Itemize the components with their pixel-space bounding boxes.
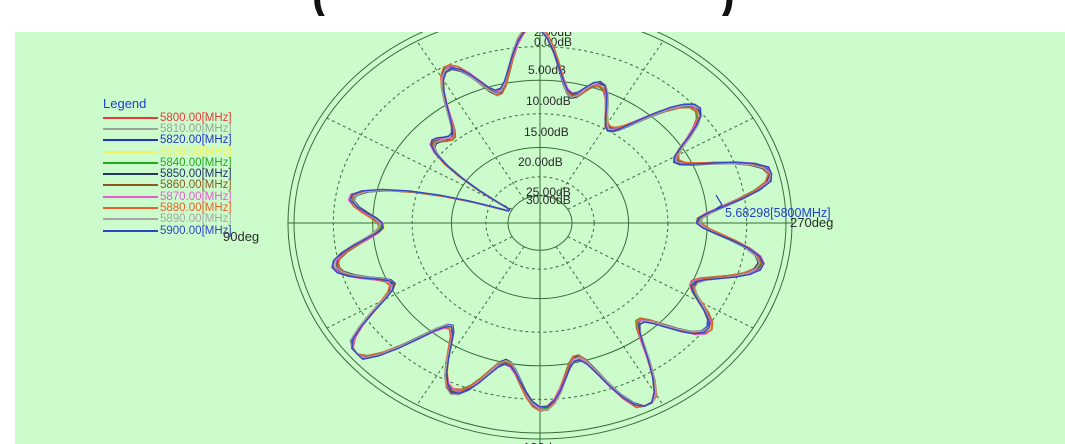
svg-text:): ) bbox=[720, 0, 735, 16]
radial-label-2: 5.00dB bbox=[528, 63, 566, 77]
marker-label: 5.68298[5800MHz] bbox=[725, 206, 831, 220]
series-line-5 bbox=[336, 32, 770, 412]
chart-panel: 0.00dB 2.00dB 5.00dB 10.00dB 15.00dB 20.00dB 2… bbox=[15, 32, 1065, 444]
radial-label-7: 30.00dB bbox=[526, 193, 571, 207]
legend-swatch bbox=[103, 195, 158, 198]
legend-swatch bbox=[103, 139, 158, 142]
legend-entry: 5800.00[MHz] bbox=[103, 111, 232, 124]
legend-entry: 5820.00[MHz] bbox=[103, 134, 232, 147]
legend-swatch bbox=[103, 161, 158, 164]
legend-label: 5810.00[MHz] bbox=[160, 122, 232, 135]
legend-swatch bbox=[103, 127, 158, 130]
top-title-cutoff: ( ) bbox=[0, 0, 1065, 20]
radial-label-4: 15.00dB bbox=[524, 125, 569, 139]
legend-swatch bbox=[103, 173, 158, 176]
angle-label-180: 180deg bbox=[523, 440, 566, 444]
legend-swatch bbox=[103, 207, 158, 210]
legend-label: 5870.00[MHz] bbox=[160, 190, 232, 203]
legend-label: 5830.00[MHz] bbox=[160, 145, 232, 158]
legend-rows: 5800.00[MHz] 5810.00[MHz] 5820.00[MHz] 5830… bbox=[103, 111, 232, 237]
legend-swatch bbox=[103, 150, 158, 153]
series-line-2 bbox=[333, 32, 773, 409]
legend-entry: 5900.00[MHz] bbox=[103, 224, 232, 237]
angle-label-90: 90deg bbox=[223, 229, 259, 244]
grid-spoke-210 bbox=[326, 117, 513, 210]
legend-label: 5800.00[MHz] bbox=[160, 111, 232, 124]
series-line-8 bbox=[337, 32, 770, 413]
legend-label: 5900.00[MHz] bbox=[160, 224, 232, 237]
series-line-3 bbox=[332, 32, 773, 407]
series-line-7 bbox=[333, 32, 773, 409]
grid-spoke-300 bbox=[555, 40, 664, 200]
legend-entry: 5840.00[MHz] bbox=[103, 156, 232, 169]
series-line-10 bbox=[331, 32, 773, 408]
legend-entry: 5880.00[MHz] bbox=[103, 202, 232, 215]
legend-entry: 5870.00[MHz] bbox=[103, 190, 232, 203]
radial-label-5: 20.00dB bbox=[518, 155, 563, 169]
grid-spoke-240 bbox=[416, 40, 525, 200]
series-line-0 bbox=[336, 32, 771, 410]
legend-label: 5880.00[MHz] bbox=[160, 202, 232, 215]
grid-spoke-330 bbox=[567, 117, 754, 210]
legend: Legend 5800.00[MHz] 5810.00[MHz] 5820.00[M… bbox=[103, 96, 232, 237]
legend-swatch bbox=[103, 116, 158, 119]
legend-label: 5840.00[MHz] bbox=[160, 156, 232, 169]
radial-label-0: 0.00dB bbox=[534, 35, 572, 49]
radial-label-3: 10.00dB bbox=[526, 94, 571, 108]
series-line-6 bbox=[331, 32, 773, 408]
grid-spoke-150 bbox=[326, 236, 513, 329]
grid-spoke-60 bbox=[555, 246, 664, 406]
legend-label: 5820.00[MHz] bbox=[160, 134, 232, 147]
legend-entry: 5830.00[MHz] bbox=[103, 145, 232, 158]
legend-label: 5890.00[MHz] bbox=[160, 213, 232, 226]
marker-pointer bbox=[715, 194, 723, 210]
series-line-4 bbox=[336, 32, 770, 411]
legend-title: Legend bbox=[103, 96, 147, 111]
radial-label-1: 2.00dB bbox=[534, 32, 572, 39]
legend-entry: 5810.00[MHz] bbox=[103, 122, 232, 135]
angle-label-270: 270deg bbox=[790, 215, 833, 230]
legend-label: 5850.00[MHz] bbox=[160, 168, 232, 181]
svg-text:(: ( bbox=[312, 0, 327, 16]
radial-label-6: 25.00dB bbox=[526, 185, 571, 199]
grid-spoke-30 bbox=[567, 236, 754, 329]
legend-swatch bbox=[103, 184, 158, 187]
legend-swatch bbox=[103, 218, 158, 221]
legend-swatch bbox=[103, 229, 158, 232]
legend-label: 5860.00[MHz] bbox=[160, 179, 232, 192]
legend-entry: 5890.00[MHz] bbox=[103, 213, 232, 226]
legend-entry: 5860.00[MHz] bbox=[103, 179, 232, 192]
grid-spoke-120 bbox=[416, 246, 525, 406]
legend-entry: 5850.00[MHz] bbox=[103, 168, 232, 181]
series-line-1 bbox=[337, 32, 769, 412]
cutoff-parens: ( ) bbox=[312, 0, 735, 20]
